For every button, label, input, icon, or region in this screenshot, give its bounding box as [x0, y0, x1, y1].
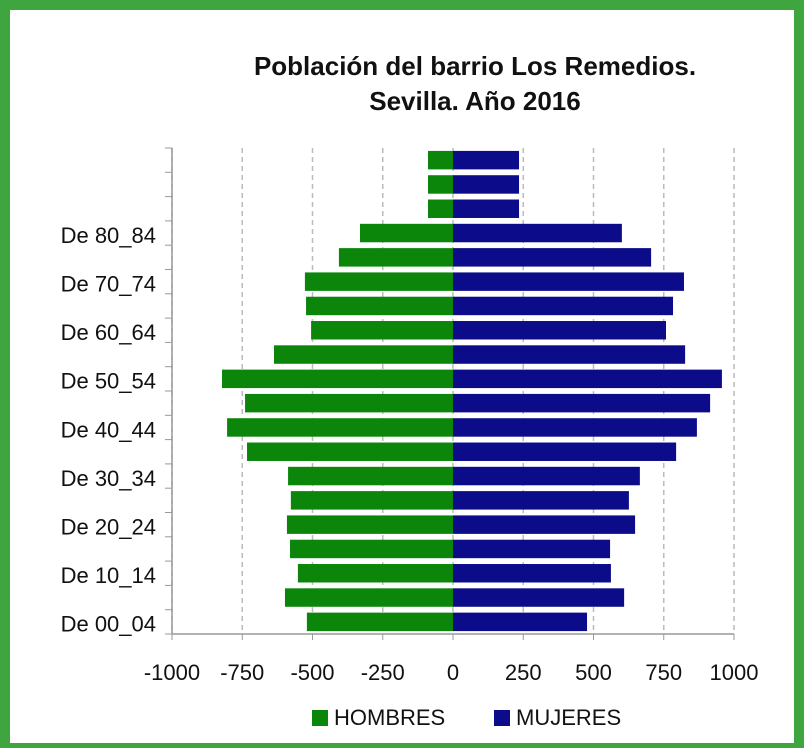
legend-label: HOMBRES: [334, 705, 445, 730]
bar: [222, 369, 453, 389]
chart-title: Población del barrio Los Remedios.: [254, 51, 696, 81]
bar: [453, 272, 684, 291]
legend-swatch: [312, 710, 328, 726]
bar: [245, 393, 453, 413]
bar: [453, 393, 711, 413]
chart-title: Sevilla. Año 2016: [369, 86, 580, 116]
bar: [453, 612, 588, 632]
bar: [338, 248, 453, 267]
bar: [453, 296, 674, 316]
x-tick-label: 250: [505, 660, 542, 685]
x-tick-label: 500: [575, 660, 612, 685]
bar: [247, 442, 453, 461]
bar: [227, 418, 453, 437]
bar: [311, 321, 453, 340]
legend-swatch: [494, 710, 510, 726]
bar: [427, 150, 453, 170]
bar: [306, 612, 453, 632]
y-tick-label: De 10_14: [61, 563, 156, 588]
bar: [427, 199, 453, 218]
bar: [453, 515, 636, 534]
bar: [453, 345, 686, 364]
bar: [453, 442, 677, 461]
x-tick-label: -250: [361, 660, 405, 685]
bar: [453, 418, 697, 437]
bar: [453, 564, 611, 583]
bar: [453, 369, 722, 389]
x-tick-label: 750: [645, 660, 682, 685]
bar: [274, 345, 453, 364]
bar: [453, 223, 622, 243]
y-tick-label: De 20_24: [61, 514, 156, 539]
bar: [290, 491, 453, 510]
bar: [453, 466, 640, 486]
y-tick-label: De 40_44: [61, 417, 156, 442]
x-tick-label: 0: [447, 660, 459, 685]
bar: [359, 223, 453, 243]
bar: [288, 466, 453, 486]
x-tick-label: -1000: [144, 660, 200, 685]
bar: [427, 175, 453, 194]
bar: [306, 296, 453, 316]
bar: [286, 515, 453, 534]
y-tick-label: De 30_34: [61, 466, 156, 491]
bar: [284, 588, 453, 607]
bar: [453, 150, 520, 170]
y-tick-label: De 80_84: [61, 223, 156, 248]
legend-label: MUJERES: [516, 705, 621, 730]
y-tick-label: De 00_04: [61, 612, 156, 637]
bar: [453, 491, 629, 510]
bar: [304, 272, 453, 291]
bar: [290, 539, 453, 559]
bar: [453, 175, 520, 194]
bar: [453, 539, 611, 559]
y-tick-label: De 70_74: [61, 271, 156, 296]
x-tick-label: -750: [220, 660, 264, 685]
x-tick-label: 1000: [710, 660, 759, 685]
x-tick-label: -500: [290, 660, 334, 685]
y-tick-label: De 60_64: [61, 320, 156, 345]
bar: [453, 199, 520, 218]
y-tick-label: De 50_54: [61, 369, 156, 394]
bar: [297, 564, 453, 583]
bar: [453, 588, 625, 607]
bar: [453, 321, 666, 340]
bar: [453, 248, 652, 267]
